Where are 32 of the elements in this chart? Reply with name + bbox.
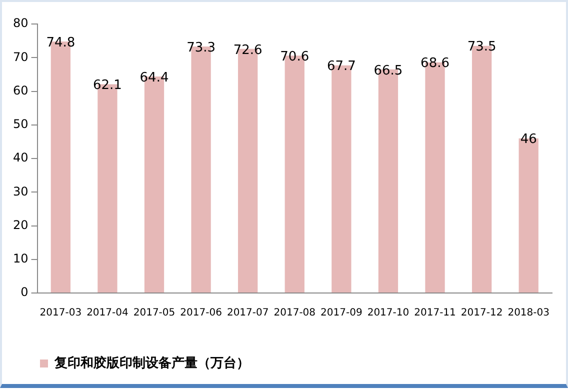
y-tick-label: 10 <box>12 252 28 266</box>
y-tick-label: 40 <box>12 150 28 165</box>
data-label: 66.5 <box>374 63 403 78</box>
y-tick-label: 70 <box>12 50 28 64</box>
y-tick-label: 50 <box>12 117 28 131</box>
y-tick-label: 0 <box>20 285 28 300</box>
data-label: 73.3 <box>186 40 216 56</box>
x-tick-label: 2018-03 <box>508 308 550 319</box>
data-label: 72.6 <box>233 42 262 58</box>
x-tick-label: 2017-09 <box>320 308 362 319</box>
x-tick-label: 2017-10 <box>367 308 410 319</box>
x-tick-label: 2017-07 <box>226 308 269 319</box>
x-tick-label: 2017-05 <box>133 308 176 319</box>
legend-label: 复印和胶版印制设备产量（万台） <box>54 354 250 371</box>
x-tick-label: 2017-08 <box>274 308 316 319</box>
data-label: 64.4 <box>140 70 169 86</box>
x-tick-label: 2017-11 <box>414 308 456 319</box>
data-label: 73.5 <box>467 40 496 55</box>
y-tick-label: 20 <box>12 218 28 232</box>
data-label: 62.1 <box>92 78 122 94</box>
x-tick-label: 2017-12 <box>460 308 503 319</box>
data-label: 67.7 <box>326 59 356 74</box>
y-tick-label: 60 <box>12 83 28 98</box>
x-tick-label: 2017-06 <box>180 308 222 319</box>
y-tick-label: 80 <box>12 16 28 30</box>
data-label: 68.6 <box>420 56 450 72</box>
x-tick-label: 2017-03 <box>40 308 82 319</box>
y-tick-label: 30 <box>12 184 28 198</box>
data-label: 46 <box>520 132 537 148</box>
data-label: 74.8 <box>46 35 76 50</box>
data-label: 70.6 <box>280 49 310 64</box>
x-tick-label: 2017-04 <box>86 308 128 319</box>
